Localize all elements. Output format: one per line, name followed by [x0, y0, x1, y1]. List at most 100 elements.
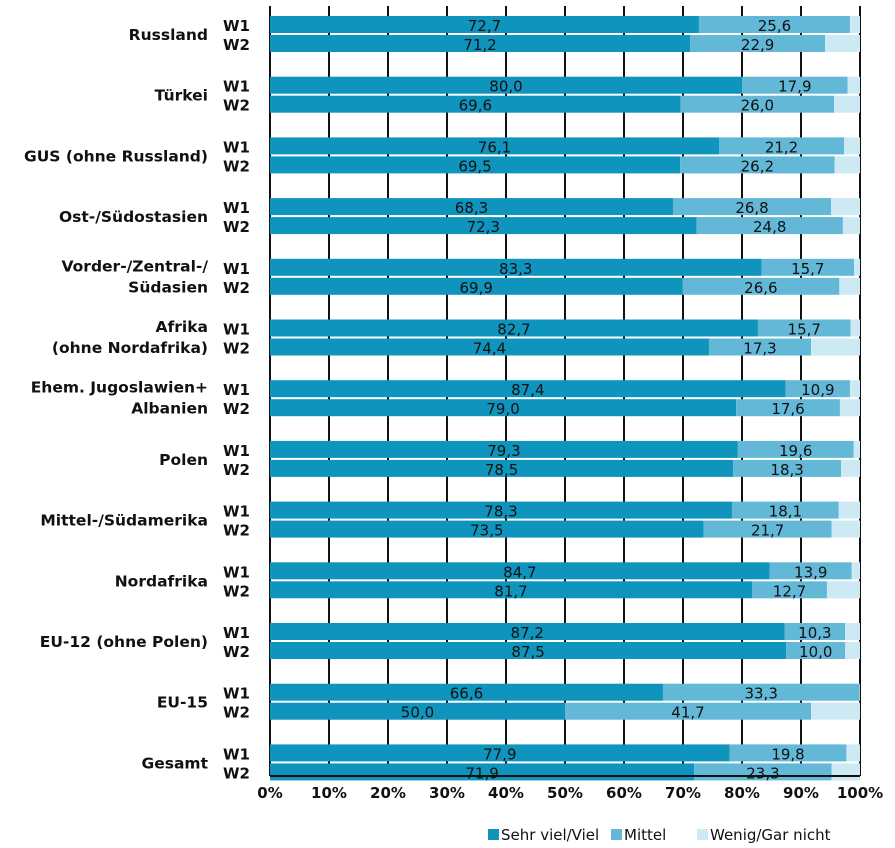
data-label: 18,1	[769, 503, 802, 521]
data-label: 83,3	[499, 260, 532, 278]
legend-swatch	[697, 829, 708, 840]
category-label: Russland	[129, 26, 208, 44]
bar-segment	[849, 16, 860, 33]
legend-label: Sehr viel/Viel	[501, 826, 599, 844]
bar-segment	[737, 440, 854, 458]
category-label: EU-15	[157, 694, 208, 712]
bar-segment	[270, 683, 663, 701]
data-label: 10,3	[798, 624, 831, 642]
data-label: 26,8	[735, 199, 768, 217]
x-tick-label: 70%	[665, 784, 701, 802]
bar-segment	[845, 623, 860, 640]
bar-segment	[270, 399, 737, 417]
bar-segment	[698, 16, 850, 33]
x-tick-label: 10%	[311, 784, 347, 802]
bar-segment	[846, 744, 860, 762]
data-label: 66,6	[450, 685, 483, 703]
bar-segment	[270, 501, 732, 519]
bar-segment	[849, 380, 860, 398]
bar-segment	[844, 137, 860, 155]
wave-label: W1	[223, 685, 250, 703]
x-tick-label: 20%	[370, 784, 406, 802]
wave-label: W2	[223, 582, 250, 600]
x-tick-label: 60%	[606, 784, 642, 802]
category-label: Mittel-/Südamerika	[40, 512, 208, 530]
wave-label: W1	[223, 563, 250, 581]
category-label: Südasien	[128, 278, 208, 296]
bar-segment	[811, 702, 860, 720]
x-tick-label: 50%	[547, 784, 583, 802]
bar-segment	[834, 95, 860, 113]
data-label: 24,8	[753, 218, 786, 236]
data-label: 71,2	[463, 36, 496, 54]
category-label: EU-12 (ohne Polen)	[40, 633, 208, 651]
wave-label: W1	[223, 381, 250, 399]
bar-segment	[839, 399, 860, 417]
bar-segment	[826, 581, 860, 599]
bar-segment	[842, 217, 860, 235]
bar-segment	[769, 562, 852, 580]
data-label: 69,6	[459, 97, 492, 115]
bar-segment	[831, 198, 860, 216]
wave-label: W2	[223, 643, 250, 661]
wave-label: W1	[223, 503, 250, 521]
data-label: 78,5	[485, 461, 518, 479]
bar-segment	[270, 137, 719, 155]
category-label: Vorder-/Zentral-/	[62, 257, 209, 275]
data-label: 72,3	[467, 218, 500, 236]
bar-segment	[270, 562, 770, 580]
bar-segment	[841, 459, 860, 477]
bar-segment	[742, 76, 848, 94]
bar-segment	[672, 198, 832, 216]
data-label: 87,5	[511, 643, 544, 661]
bar-segment	[851, 562, 860, 580]
bar-segment	[270, 459, 734, 477]
wave-label: W2	[223, 36, 250, 54]
wave-label: W2	[223, 461, 250, 479]
data-label: 87,4	[511, 381, 544, 399]
bar-segment	[270, 520, 704, 538]
bar-segment	[831, 763, 860, 781]
wave-label: W1	[223, 78, 250, 96]
x-tick-label: 90%	[783, 784, 819, 802]
bar-segment	[270, 16, 699, 33]
x-tick-label: 30%	[429, 784, 465, 802]
wave-label: W1	[223, 321, 250, 339]
legend-swatch	[611, 829, 622, 840]
data-label: 33,3	[744, 685, 777, 703]
category-label: Albanien	[131, 400, 208, 418]
data-label: 71,9	[465, 764, 498, 782]
bar-segment	[718, 137, 845, 155]
bar-segment	[708, 338, 812, 356]
bar-segment	[270, 217, 697, 235]
bar-segment	[834, 156, 860, 174]
bar-segment	[752, 581, 827, 599]
category-label: Polen	[159, 451, 208, 469]
wave-label: W2	[223, 764, 250, 782]
data-label: 26,0	[741, 97, 774, 115]
bar-segment	[270, 581, 753, 599]
wave-label: W2	[223, 704, 250, 722]
x-tick-label: 80%	[724, 784, 760, 802]
category-label: Ost-/Südostasien	[59, 208, 208, 226]
data-label: 19,6	[779, 442, 812, 460]
data-label: 12,7	[773, 582, 806, 600]
data-label: 79,0	[486, 400, 519, 418]
bar-segment	[786, 642, 846, 659]
bar-segment	[811, 338, 860, 356]
bars	[270, 16, 860, 781]
x-axis: 0% 10% 20% 30% 40% 50% 60% 70% 80% 90% 100%	[257, 775, 883, 802]
bar-segment	[703, 520, 832, 538]
bar-segment	[839, 277, 860, 295]
data-label: 21,2	[765, 138, 798, 156]
data-label: 18,3	[770, 461, 803, 479]
data-label: 41,7	[671, 704, 704, 722]
data-label: 10,0	[799, 643, 832, 661]
data-label: 22,9	[741, 36, 774, 54]
bar-segment	[859, 683, 860, 701]
data-label: 26,2	[741, 157, 774, 175]
data-label: 74,4	[473, 340, 506, 358]
bar-segment	[680, 156, 835, 174]
bar-segment	[270, 338, 709, 356]
